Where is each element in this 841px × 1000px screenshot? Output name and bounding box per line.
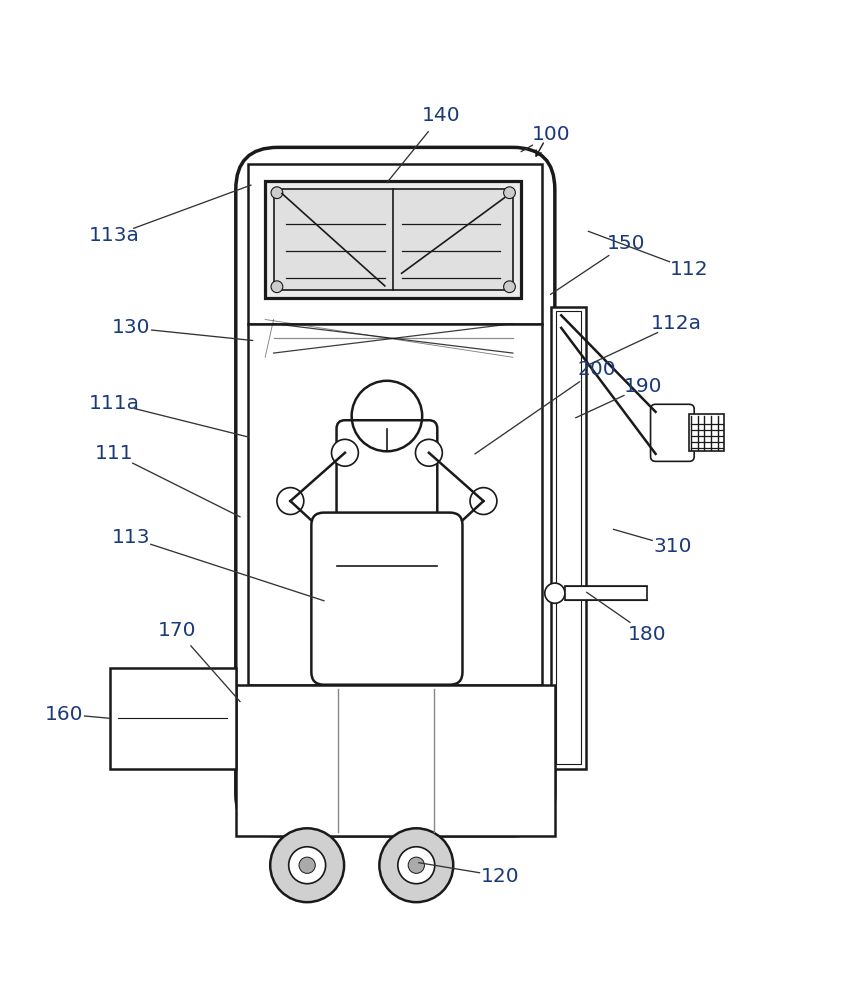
Circle shape xyxy=(277,488,304,514)
Text: 310: 310 xyxy=(653,537,691,556)
Text: 111: 111 xyxy=(95,444,134,463)
Bar xyxy=(265,181,521,298)
Circle shape xyxy=(271,187,283,199)
FancyBboxPatch shape xyxy=(651,404,694,461)
FancyBboxPatch shape xyxy=(311,513,463,685)
Text: 112a: 112a xyxy=(651,314,702,333)
Circle shape xyxy=(408,857,425,873)
Text: 120: 120 xyxy=(481,867,520,886)
Circle shape xyxy=(398,847,435,884)
Bar xyxy=(689,414,724,451)
Text: 200: 200 xyxy=(578,360,616,379)
Bar xyxy=(248,164,542,324)
Bar xyxy=(565,586,648,600)
Circle shape xyxy=(299,857,315,873)
Text: 180: 180 xyxy=(628,625,667,644)
Circle shape xyxy=(504,187,516,199)
Circle shape xyxy=(504,281,516,293)
Bar xyxy=(110,668,235,769)
Bar xyxy=(248,324,542,685)
FancyBboxPatch shape xyxy=(235,147,555,836)
Text: 100: 100 xyxy=(532,125,570,144)
Circle shape xyxy=(470,488,497,514)
Circle shape xyxy=(271,281,283,293)
Circle shape xyxy=(379,828,453,902)
Bar xyxy=(235,685,555,836)
Text: 150: 150 xyxy=(607,234,645,253)
Text: 160: 160 xyxy=(45,705,83,724)
Text: 130: 130 xyxy=(112,318,150,337)
Circle shape xyxy=(545,583,565,603)
Text: 111a: 111a xyxy=(88,394,140,413)
Circle shape xyxy=(415,439,442,466)
Text: 113: 113 xyxy=(112,528,150,547)
Bar xyxy=(551,307,586,769)
Bar xyxy=(556,311,581,764)
Circle shape xyxy=(331,439,358,466)
Text: 170: 170 xyxy=(158,621,196,640)
Text: 190: 190 xyxy=(624,377,662,396)
Text: 113a: 113a xyxy=(88,226,140,245)
Circle shape xyxy=(270,828,344,902)
Bar xyxy=(273,189,513,290)
Text: 112: 112 xyxy=(670,260,708,279)
Circle shape xyxy=(288,847,325,884)
Text: 140: 140 xyxy=(422,106,461,125)
